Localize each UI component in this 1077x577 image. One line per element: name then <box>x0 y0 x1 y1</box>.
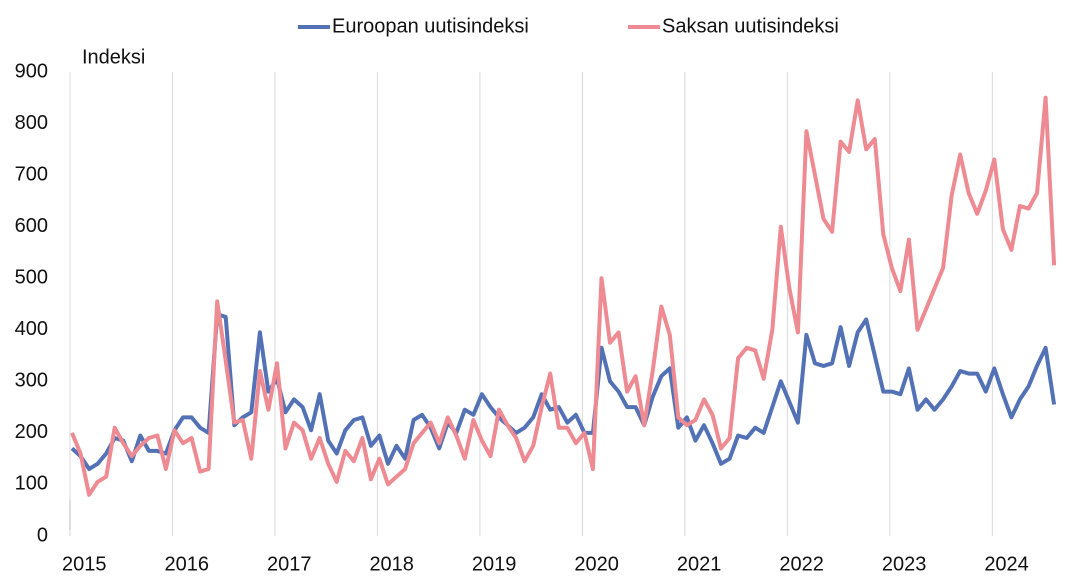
x-tick-label: 2021 <box>677 553 722 575</box>
y-tick-label: 500 <box>15 267 48 289</box>
y-tick-label: 600 <box>15 215 48 237</box>
series-line <box>70 95 1057 497</box>
y-tick-label: 0 <box>37 524 48 546</box>
y-tick-label: 700 <box>15 163 48 185</box>
series-line <box>70 312 1057 471</box>
y-axis-label: Indeksi <box>82 46 145 68</box>
x-tick-label: 2020 <box>574 553 619 575</box>
y-tick-label: 400 <box>15 318 48 340</box>
y-tick-label: 200 <box>15 421 48 443</box>
legend-label: Saksan uutisindeksi <box>662 15 839 37</box>
legend-label: Euroopan uutisindeksi <box>332 15 529 37</box>
y-tick-label: 800 <box>15 112 48 134</box>
x-tick-label: 2018 <box>369 553 414 575</box>
x-tick-label: 2024 <box>984 553 1029 575</box>
x-tick-label: 2017 <box>267 553 312 575</box>
x-tick-label: 2015 <box>62 553 107 575</box>
x-tick-label: 2016 <box>164 553 209 575</box>
y-tick-label: 300 <box>15 370 48 392</box>
x-tick-label: 2022 <box>779 553 824 575</box>
y-tick-label: 100 <box>15 473 48 495</box>
x-tick-label: 2019 <box>472 553 517 575</box>
y-tick-label: 900 <box>15 60 48 82</box>
x-tick-label: 2023 <box>882 553 927 575</box>
